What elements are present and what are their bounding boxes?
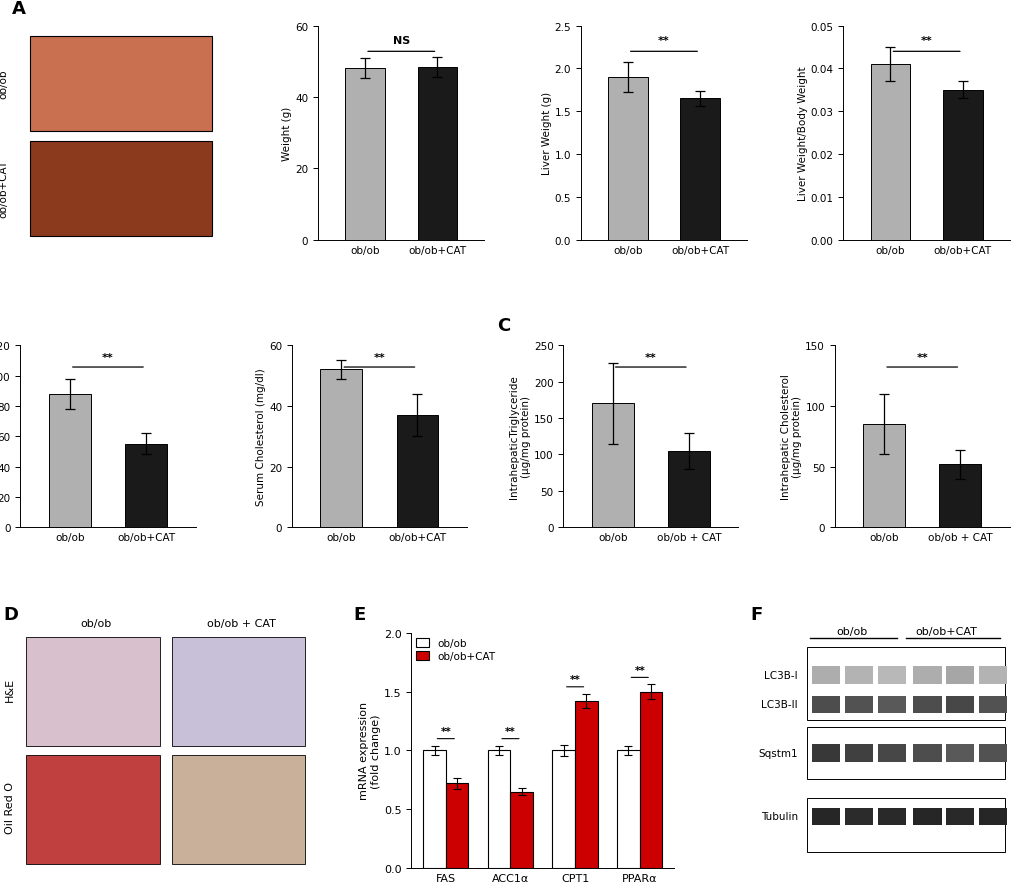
Bar: [591, 404, 633, 528]
Y-axis label: Liver Weight (g): Liver Weight (g): [541, 92, 551, 175]
Bar: [680, 99, 719, 241]
Text: A: A: [12, 0, 26, 18]
Bar: [912, 744, 941, 762]
Y-axis label: mRNA expression
(fold change): mRNA expression (fold change): [359, 702, 381, 799]
Bar: [552, 750, 575, 868]
Bar: [912, 666, 941, 684]
Text: ob/ob+CAT: ob/ob+CAT: [0, 160, 8, 218]
Y-axis label: Serum Cholesterol (mg/dl): Serum Cholesterol (mg/dl): [256, 368, 266, 506]
Bar: [912, 696, 941, 713]
Bar: [978, 696, 1007, 713]
Y-axis label: Liver Weight/Body Weight: Liver Weight/Body Weight: [797, 66, 807, 201]
Bar: [423, 750, 445, 868]
Bar: [978, 744, 1007, 762]
Bar: [575, 701, 597, 868]
Bar: [49, 394, 91, 528]
Text: **: **: [102, 352, 114, 362]
Text: F: F: [750, 605, 762, 624]
Bar: [844, 666, 872, 684]
Bar: [171, 755, 305, 864]
Bar: [938, 464, 980, 528]
Bar: [869, 65, 909, 241]
Text: **: **: [440, 727, 450, 736]
Bar: [171, 638, 305, 746]
Bar: [26, 755, 160, 864]
Text: **: **: [504, 727, 516, 736]
Bar: [344, 69, 384, 241]
Bar: [877, 696, 905, 713]
Text: Sqstm1: Sqstm1: [757, 748, 797, 758]
Bar: [811, 808, 840, 826]
Bar: [946, 808, 973, 826]
Bar: [31, 142, 212, 237]
Bar: [487, 750, 510, 868]
Y-axis label: Intrahepatic Cholesterol
(μg/mg protein): Intrahepatic Cholesterol (μg/mg protein): [781, 374, 802, 500]
Text: ob/ob: ob/ob: [836, 626, 867, 636]
Bar: [125, 444, 167, 528]
Text: C: C: [496, 317, 510, 335]
Y-axis label: IntrahepaticTriglyceride
(μg/mg protein): IntrahepaticTriglyceride (μg/mg protein): [508, 375, 531, 499]
Text: **: **: [915, 352, 927, 362]
Bar: [862, 424, 904, 528]
Bar: [396, 416, 438, 528]
Bar: [844, 696, 872, 713]
Bar: [417, 67, 457, 241]
Bar: [877, 666, 905, 684]
Bar: [811, 696, 840, 713]
Bar: [616, 750, 639, 868]
Bar: [877, 744, 905, 762]
Text: **: **: [657, 35, 669, 46]
Text: **: **: [634, 665, 645, 675]
Bar: [946, 666, 973, 684]
Bar: [26, 638, 160, 746]
Bar: [978, 666, 1007, 684]
Bar: [639, 692, 661, 868]
Text: ob/ob: ob/ob: [81, 618, 111, 628]
Text: LC3B-I: LC3B-I: [763, 671, 797, 680]
Bar: [445, 783, 468, 868]
Text: Oil Red O: Oil Red O: [4, 781, 14, 833]
Bar: [607, 78, 647, 241]
Text: ob/ob + CAT: ob/ob + CAT: [207, 618, 275, 628]
Text: H&E: H&E: [4, 677, 14, 702]
Bar: [877, 808, 905, 826]
Text: LC3B-II: LC3B-II: [760, 700, 797, 710]
Text: D: D: [3, 605, 18, 624]
Y-axis label: Weight (g): Weight (g): [282, 106, 292, 160]
Text: ob/ob+CAT: ob/ob+CAT: [914, 626, 976, 636]
Bar: [946, 744, 973, 762]
Bar: [942, 90, 981, 241]
Bar: [510, 792, 533, 868]
Bar: [31, 37, 212, 131]
Bar: [320, 370, 362, 528]
Text: NS: NS: [392, 35, 410, 46]
Text: **: **: [570, 674, 580, 685]
Bar: [667, 451, 709, 528]
Bar: [946, 696, 973, 713]
Text: E: E: [353, 605, 365, 624]
Text: **: **: [920, 35, 931, 46]
Text: Tubulin: Tubulin: [760, 812, 797, 821]
Text: **: **: [373, 352, 385, 362]
Bar: [844, 808, 872, 826]
Text: **: **: [644, 352, 656, 362]
Bar: [811, 744, 840, 762]
Bar: [978, 808, 1007, 826]
Bar: [912, 808, 941, 826]
Bar: [811, 666, 840, 684]
Legend: ob/ob, ob/ob+CAT: ob/ob, ob/ob+CAT: [416, 638, 495, 662]
Text: ob/ob: ob/ob: [0, 70, 8, 99]
Bar: [844, 744, 872, 762]
